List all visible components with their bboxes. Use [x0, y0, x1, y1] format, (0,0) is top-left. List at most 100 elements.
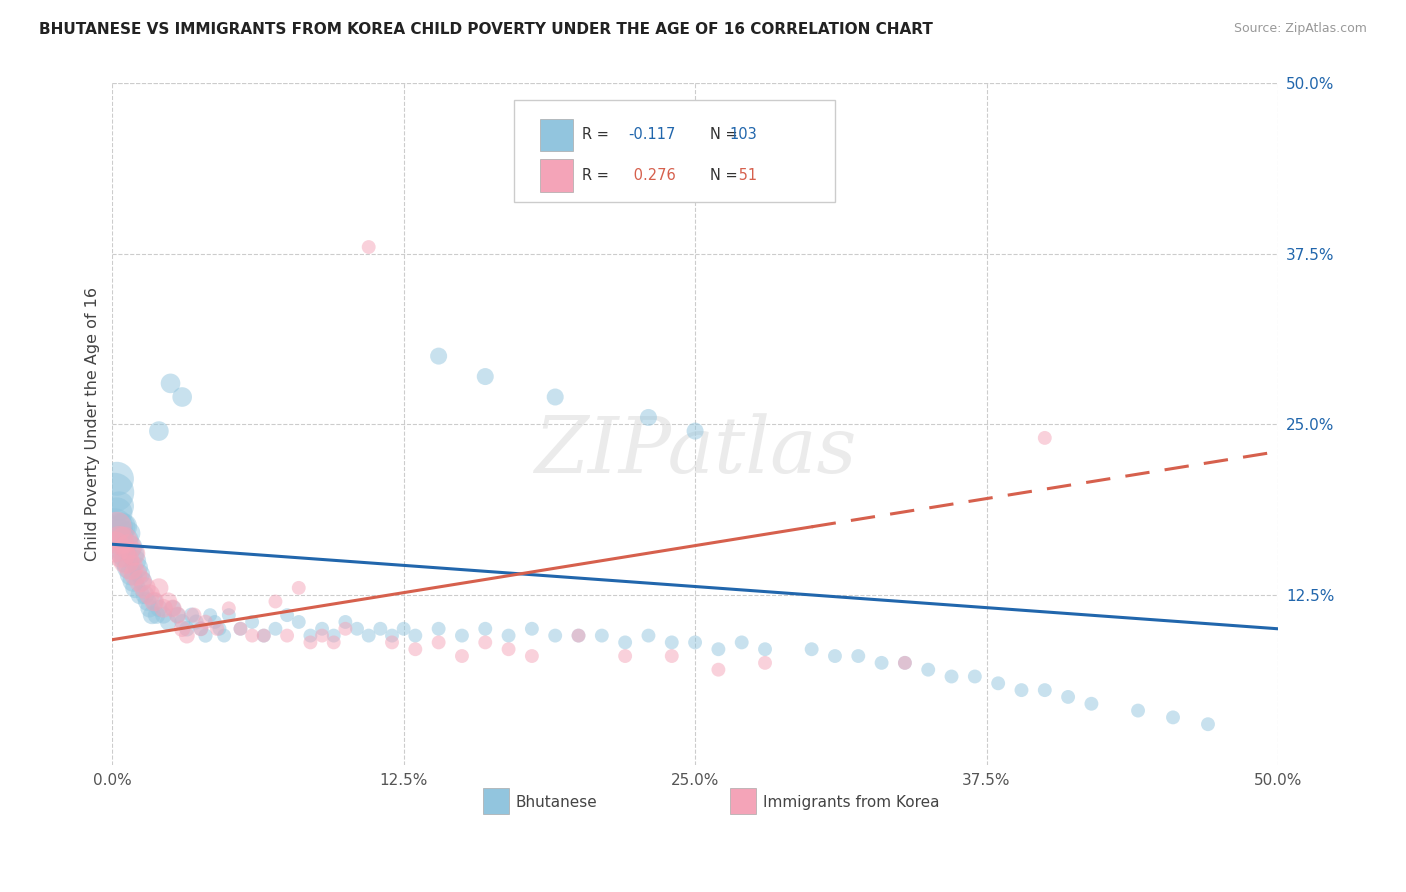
Point — [404, 642, 426, 657]
Point — [357, 240, 380, 254]
Point — [370, 622, 392, 636]
Point — [120, 560, 142, 574]
Point — [166, 608, 188, 623]
Point — [661, 635, 683, 649]
Point — [917, 663, 939, 677]
Point — [108, 526, 131, 541]
Point — [253, 629, 276, 643]
Point — [322, 629, 344, 643]
Point — [183, 608, 205, 623]
Point — [567, 629, 589, 643]
Point — [152, 608, 174, 623]
Point — [498, 629, 520, 643]
Point — [110, 547, 132, 561]
Point — [162, 601, 184, 615]
Point — [870, 656, 893, 670]
Point — [567, 629, 589, 643]
Point — [894, 656, 917, 670]
Point — [661, 648, 683, 663]
Point — [276, 629, 298, 643]
Point — [108, 499, 131, 513]
Point — [1197, 717, 1219, 731]
Point — [276, 608, 298, 623]
Point — [1057, 690, 1080, 704]
FancyBboxPatch shape — [540, 119, 572, 152]
Point — [520, 622, 543, 636]
Point — [115, 533, 138, 548]
Y-axis label: Child Poverty Under the Age of 16: Child Poverty Under the Age of 16 — [86, 287, 100, 561]
Point — [129, 588, 152, 602]
FancyBboxPatch shape — [515, 100, 835, 202]
Point — [707, 663, 730, 677]
Point — [963, 669, 986, 683]
Point — [335, 622, 357, 636]
Point — [115, 553, 138, 567]
Point — [229, 622, 252, 636]
Text: 0.276: 0.276 — [628, 169, 675, 183]
Point — [381, 635, 404, 649]
Point — [122, 574, 145, 588]
Point — [498, 642, 520, 657]
Point — [614, 648, 637, 663]
Point — [108, 533, 131, 548]
Point — [138, 601, 160, 615]
Point — [162, 601, 184, 615]
Point — [218, 601, 240, 615]
FancyBboxPatch shape — [540, 160, 572, 192]
Point — [299, 629, 322, 643]
Point — [1033, 431, 1056, 445]
Text: Source: ZipAtlas.com: Source: ZipAtlas.com — [1233, 22, 1367, 36]
Point — [451, 648, 474, 663]
Point — [474, 622, 496, 636]
Point — [180, 608, 202, 623]
Point — [157, 615, 180, 629]
Point — [637, 629, 659, 643]
Point — [148, 581, 170, 595]
Point — [124, 567, 146, 582]
Text: N =: N = — [710, 128, 738, 143]
Point — [166, 608, 188, 623]
Point — [637, 410, 659, 425]
Point — [427, 622, 450, 636]
Point — [846, 648, 869, 663]
Point — [941, 669, 963, 683]
Point — [122, 547, 145, 561]
Point — [591, 629, 613, 643]
Point — [311, 622, 333, 636]
Point — [117, 526, 139, 541]
Point — [134, 588, 156, 602]
Point — [194, 629, 217, 643]
Point — [129, 574, 152, 588]
Point — [707, 642, 730, 657]
Point — [143, 594, 166, 608]
Point — [218, 608, 240, 623]
Point — [346, 622, 368, 636]
Point — [105, 506, 128, 520]
Point — [112, 533, 135, 548]
Point — [381, 629, 404, 643]
Point — [204, 615, 226, 629]
Point — [264, 594, 287, 608]
Point — [824, 648, 846, 663]
Point — [240, 615, 263, 629]
Point — [1126, 704, 1149, 718]
FancyBboxPatch shape — [482, 789, 509, 814]
Point — [143, 594, 166, 608]
Point — [176, 629, 198, 643]
Point — [124, 553, 146, 567]
Text: 103: 103 — [730, 128, 756, 143]
Point — [103, 519, 125, 533]
Point — [105, 472, 128, 486]
Point — [208, 622, 231, 636]
Point — [105, 519, 128, 533]
Point — [110, 540, 132, 554]
Point — [1033, 683, 1056, 698]
Point — [152, 601, 174, 615]
Point — [987, 676, 1010, 690]
Point — [134, 581, 156, 595]
Point — [120, 567, 142, 582]
FancyBboxPatch shape — [730, 789, 755, 814]
Point — [754, 656, 776, 670]
Point — [754, 642, 776, 657]
Point — [299, 635, 322, 649]
